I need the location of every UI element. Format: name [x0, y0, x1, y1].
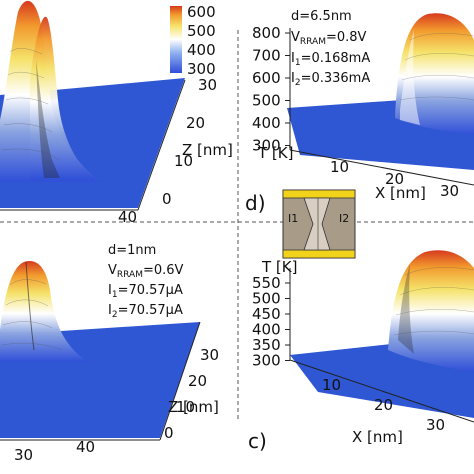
panel-top-right: 800 700 600 500 400 300 10 20 30 T [K] X [nm] d…	[245, 9, 474, 215]
annotation-v: VRRAM=0.8V	[291, 30, 367, 47]
z-tick-300: 300	[252, 137, 281, 155]
depth-tick-30: 30	[200, 346, 219, 364]
z-tick-400: 400	[252, 114, 281, 132]
z-tick-700: 700	[252, 47, 281, 65]
z-axis-label: T [K]	[257, 144, 293, 162]
colorbar-tick-300: 300	[187, 60, 216, 78]
inset-label-i2: I2	[339, 212, 349, 225]
x-tick-10: 10	[330, 158, 349, 176]
annotation-block: d=1nm VRRAM=0.6V I1=70.57μA I2=70.57μA	[108, 243, 184, 320]
colorbar-gradient	[170, 6, 182, 73]
depth-tick-20: 20	[188, 372, 207, 390]
axis-x	[289, 359, 474, 423]
inset-schematic: I1 I2	[282, 189, 356, 259]
heat-peak-right	[30, 16, 95, 180]
colorbar-tick-400: 400	[187, 41, 216, 59]
x-tick-40: 40	[118, 208, 137, 226]
x-tick-30: 30	[440, 182, 459, 200]
peak-shadow	[400, 30, 420, 125]
axis-depth	[137, 79, 186, 211]
peak-gap	[25, 261, 35, 351]
x-tick-10: 10	[322, 376, 341, 394]
panel-bottom-left: 30 20 100 Z [nm] 30 40 d=1nm VRRAM=0.6V I1…	[0, 243, 219, 464]
annotation-v: VRRAM=0.6V	[108, 263, 184, 280]
axis-x	[289, 149, 474, 186]
annotation-i2: I2=70.57μA	[108, 303, 183, 320]
contour-lines	[1, 48, 61, 161]
heat-peak-left	[0, 0, 100, 183]
x-tick-40: 40	[76, 438, 95, 456]
depth-tick-10: 10	[176, 398, 195, 416]
inset-bottom-electrode	[282, 249, 356, 259]
contour-lines	[1, 279, 63, 351]
depth-axis-label: Z [nm]	[168, 398, 219, 416]
panel-label-d: d)	[245, 191, 266, 215]
depth-tick-20: 20	[186, 114, 205, 132]
annotation-i1: I1=70.57μA	[108, 283, 183, 300]
annotation-d: d=1nm	[108, 243, 156, 258]
z-tick-800: 800	[252, 24, 281, 42]
annotation-i1: I1=0.168mA	[291, 51, 370, 68]
panel-top-left: 30 20 10 0 Z [nm] 40	[0, 0, 233, 226]
colorbar-tick-600: 600	[187, 3, 216, 21]
contour-lines	[393, 267, 474, 336]
peak-shadow	[36, 60, 60, 178]
z-tick-500: 500	[252, 290, 281, 308]
z-tick-400: 400	[252, 321, 281, 339]
z-tick-300: 300	[252, 352, 281, 370]
colorbar-tick-500: 500	[187, 22, 216, 40]
x-tick-30: 30	[426, 416, 445, 434]
inset-filament	[303, 197, 331, 251]
axis-depth	[159, 321, 201, 441]
peak-shadow	[398, 264, 414, 354]
depth-tick-0: 0	[162, 190, 172, 208]
x-axis-label: X [nm]	[375, 184, 426, 202]
annotation-i2: I2=0.336mA	[291, 71, 370, 88]
depth-tick-10: 10	[174, 152, 193, 170]
annotation-d: d=6.5nm	[291, 9, 352, 24]
depth-tick-0: 0	[164, 424, 174, 442]
inset-top-electrode	[282, 189, 356, 199]
z-tick-600: 600	[252, 69, 281, 87]
z-tick-450: 450	[252, 305, 281, 323]
depth-tick-30: 30	[198, 76, 217, 94]
panel-label-c: c)	[248, 429, 267, 453]
z-axis-label: T [K]	[261, 258, 297, 276]
x-tick-30: 30	[14, 446, 33, 464]
inset-label-i1: I1	[288, 212, 298, 225]
z-tick-350: 350	[252, 336, 281, 354]
annotation-block: d=6.5nm VRRAM=0.8V I1=0.168mA I2=0.336mA	[291, 9, 370, 88]
depth-axis-label: Z [nm]	[182, 141, 233, 159]
z-tick-500: 500	[252, 92, 281, 110]
z-tick-550: 550	[252, 274, 281, 292]
heat-peak	[0, 261, 88, 362]
colorbar: 600 500 400 300	[170, 3, 216, 78]
x-tick-20: 20	[385, 170, 404, 188]
heat-peak	[388, 250, 474, 372]
x-axis-label: X [nm]	[352, 428, 403, 446]
x-tick-20: 20	[374, 396, 393, 414]
